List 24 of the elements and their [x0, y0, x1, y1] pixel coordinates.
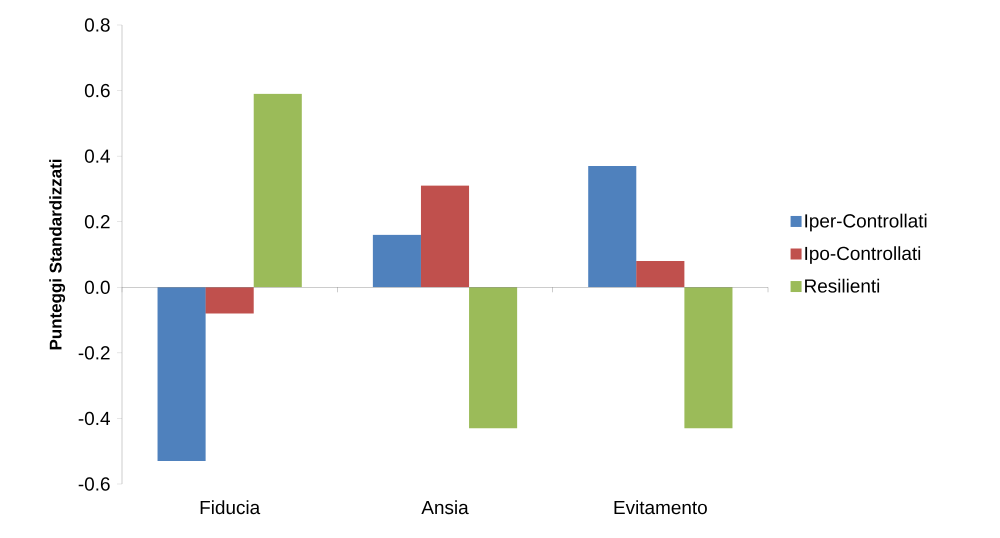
legend-label: Iper-Controllati — [805, 214, 926, 232]
bar — [588, 166, 636, 288]
y-tick-label: 0.2 — [84, 215, 110, 228]
y-tick-label: -0.6 — [78, 477, 110, 491]
bar — [158, 287, 206, 462]
y-tick-label: 0.0 — [84, 280, 110, 294]
y-tick-label: 0.8 — [84, 18, 110, 32]
bar — [636, 261, 684, 288]
y-tick-label: 0.4 — [84, 149, 110, 163]
y-tick-label: -0.2 — [78, 346, 110, 360]
x-tick-label: Evitamento — [614, 500, 707, 514]
y-tick-label: -0.4 — [78, 412, 110, 426]
bar — [420, 186, 470, 288]
y-tick-label: 0.6 — [84, 84, 110, 98]
legend-label: Ipo-Controllati — [805, 246, 920, 264]
x-tick-label: Ansia — [421, 500, 469, 514]
bar — [469, 287, 518, 428]
bar — [372, 234, 421, 288]
x-tick-label: Fiducia — [200, 500, 260, 514]
y-axis-title: Punteggi Standardizzati — [49, 160, 66, 350]
bar — [206, 287, 254, 314]
bar — [684, 287, 732, 428]
legend-label: Resilienti — [805, 278, 880, 293]
bar — [254, 94, 302, 288]
